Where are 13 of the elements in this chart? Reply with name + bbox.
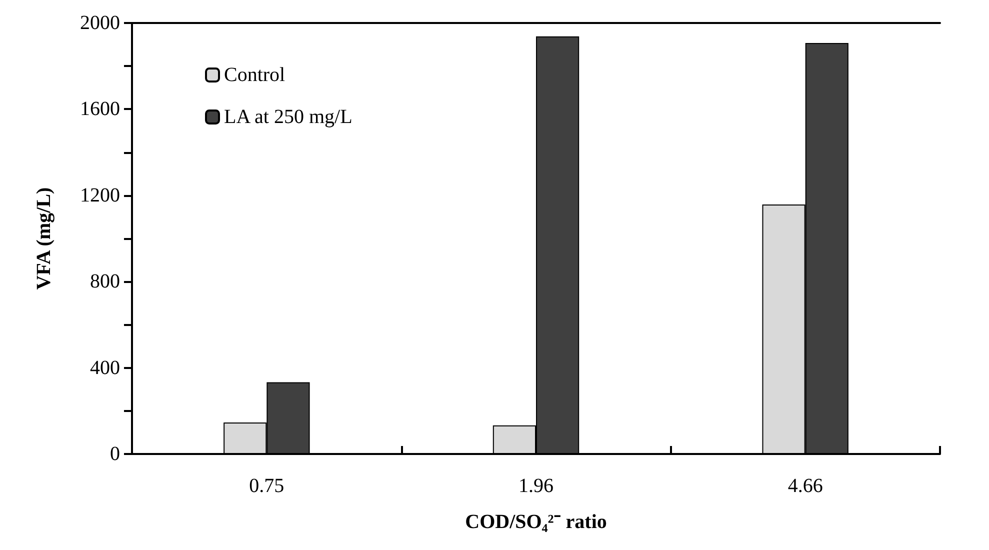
x-tick-label: 1.96 xyxy=(518,475,554,497)
y-tick-label: 800 xyxy=(90,270,120,293)
x-tick-label: 4.66 xyxy=(788,475,823,497)
y-tick-label: 400 xyxy=(90,356,120,379)
x-tick-label: 0.75 xyxy=(249,475,284,497)
legend-label: Control xyxy=(224,64,286,86)
y-tick-label: 1600 xyxy=(80,98,120,120)
x-axis-title: COD/SO₄²⁻ ratio xyxy=(465,511,607,533)
y-tick-label: 1200 xyxy=(80,184,120,206)
legend-label: LA at 250 mg/L xyxy=(224,106,352,128)
y-axis-title: VFA (mg/L) xyxy=(33,187,55,290)
y-tick-label: 2000 xyxy=(80,12,120,34)
y-tick-label: 0 xyxy=(110,443,120,465)
